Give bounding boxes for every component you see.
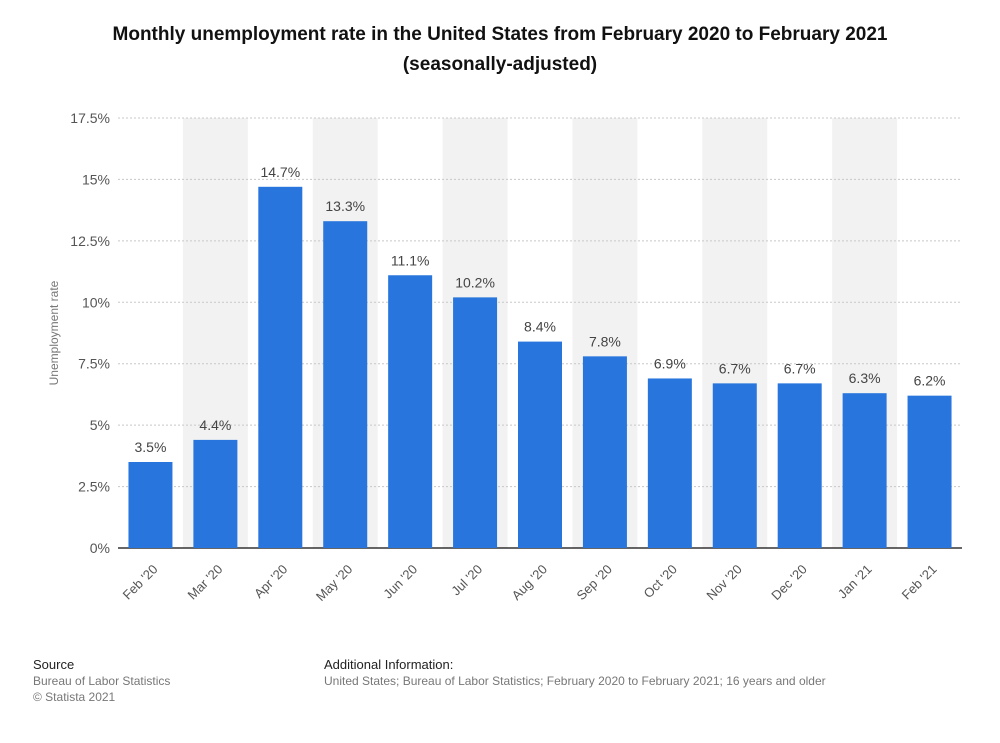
bar [518, 341, 562, 548]
x-tick-label: Apr '20 [251, 562, 290, 601]
chart-title-line-2: (seasonally-adjusted) [402, 54, 598, 75]
data-label: 3.5% [135, 439, 167, 455]
data-label: 13.3% [325, 198, 365, 214]
data-label: 14.7% [260, 164, 300, 180]
bar [388, 275, 433, 548]
data-label: 11.1% [391, 252, 430, 268]
data-label: 7.8% [589, 333, 621, 349]
x-tick-label: Sep '20 [574, 562, 615, 603]
source-block: Source Bureau of Labor Statistics © Stat… [33, 657, 170, 705]
x-tick-label: Aug '20 [509, 562, 550, 603]
bar [128, 462, 173, 548]
x-tick-label: Feb '20 [120, 562, 161, 603]
y-tick-label: 17.5% [70, 110, 110, 126]
bar [193, 439, 238, 548]
x-tick-label: Nov '20 [703, 562, 744, 603]
bar [647, 378, 692, 548]
x-tick-label: Jun '20 [380, 562, 420, 602]
y-tick-label: 5% [90, 417, 110, 433]
data-label: 4.4% [199, 417, 231, 433]
additional-info-heading: Additional Information: [324, 657, 454, 672]
additional-info-text: United States; Bureau of Labor Statistic… [324, 674, 826, 688]
bar [777, 383, 822, 548]
data-label: 6.7% [719, 360, 751, 376]
data-label: 6.9% [654, 355, 686, 371]
bar [258, 186, 303, 549]
bar [323, 221, 368, 548]
additional-info-block: Additional Information: United States; B… [324, 657, 826, 689]
chart-title-line-1: Monthly unemployment rate in the United … [112, 24, 888, 45]
y-tick-label: 12.5% [70, 233, 110, 249]
x-tick-label: Mar '20 [185, 562, 226, 603]
bar [582, 356, 627, 548]
data-label: 8.4% [524, 319, 556, 335]
x-tick-label: Jul '20 [448, 562, 485, 599]
data-label: 6.3% [849, 370, 881, 386]
y-tick-label: 15% [82, 171, 110, 187]
chart-title: Monthly unemployment rate in the United … [40, 20, 960, 80]
x-tick-label: Oct '20 [641, 562, 680, 601]
bar-chart: 0% 2.5% 5% 7.5% 10% 12.5% 15% 17.5% 3.5% Feb '20 4… [47, 110, 962, 605]
y-tick-label: 0% [90, 540, 110, 556]
data-label: 6.2% [914, 373, 946, 389]
x-tick-label: Dec '20 [768, 562, 809, 603]
data-label: 6.7% [784, 360, 816, 376]
bar [712, 383, 757, 548]
x-tick-label: Feb '21 [899, 562, 940, 603]
y-axis-title: Unemployment rate [47, 280, 61, 385]
y-tick-label: 10% [82, 294, 110, 310]
y-tick-label: 2.5% [78, 479, 110, 495]
bar [907, 395, 952, 548]
source-heading: Source [33, 657, 75, 672]
x-tick-label: May '20 [313, 562, 356, 605]
x-tick-label: Jan '21 [835, 562, 875, 602]
bar [453, 297, 498, 548]
source-line-1: Bureau of Labor Statistics [33, 674, 171, 688]
source-line-2: © Statista 2021 [33, 690, 116, 704]
bar [842, 393, 887, 548]
y-tick-label: 7.5% [78, 356, 110, 372]
data-label: 10.2% [455, 274, 495, 290]
